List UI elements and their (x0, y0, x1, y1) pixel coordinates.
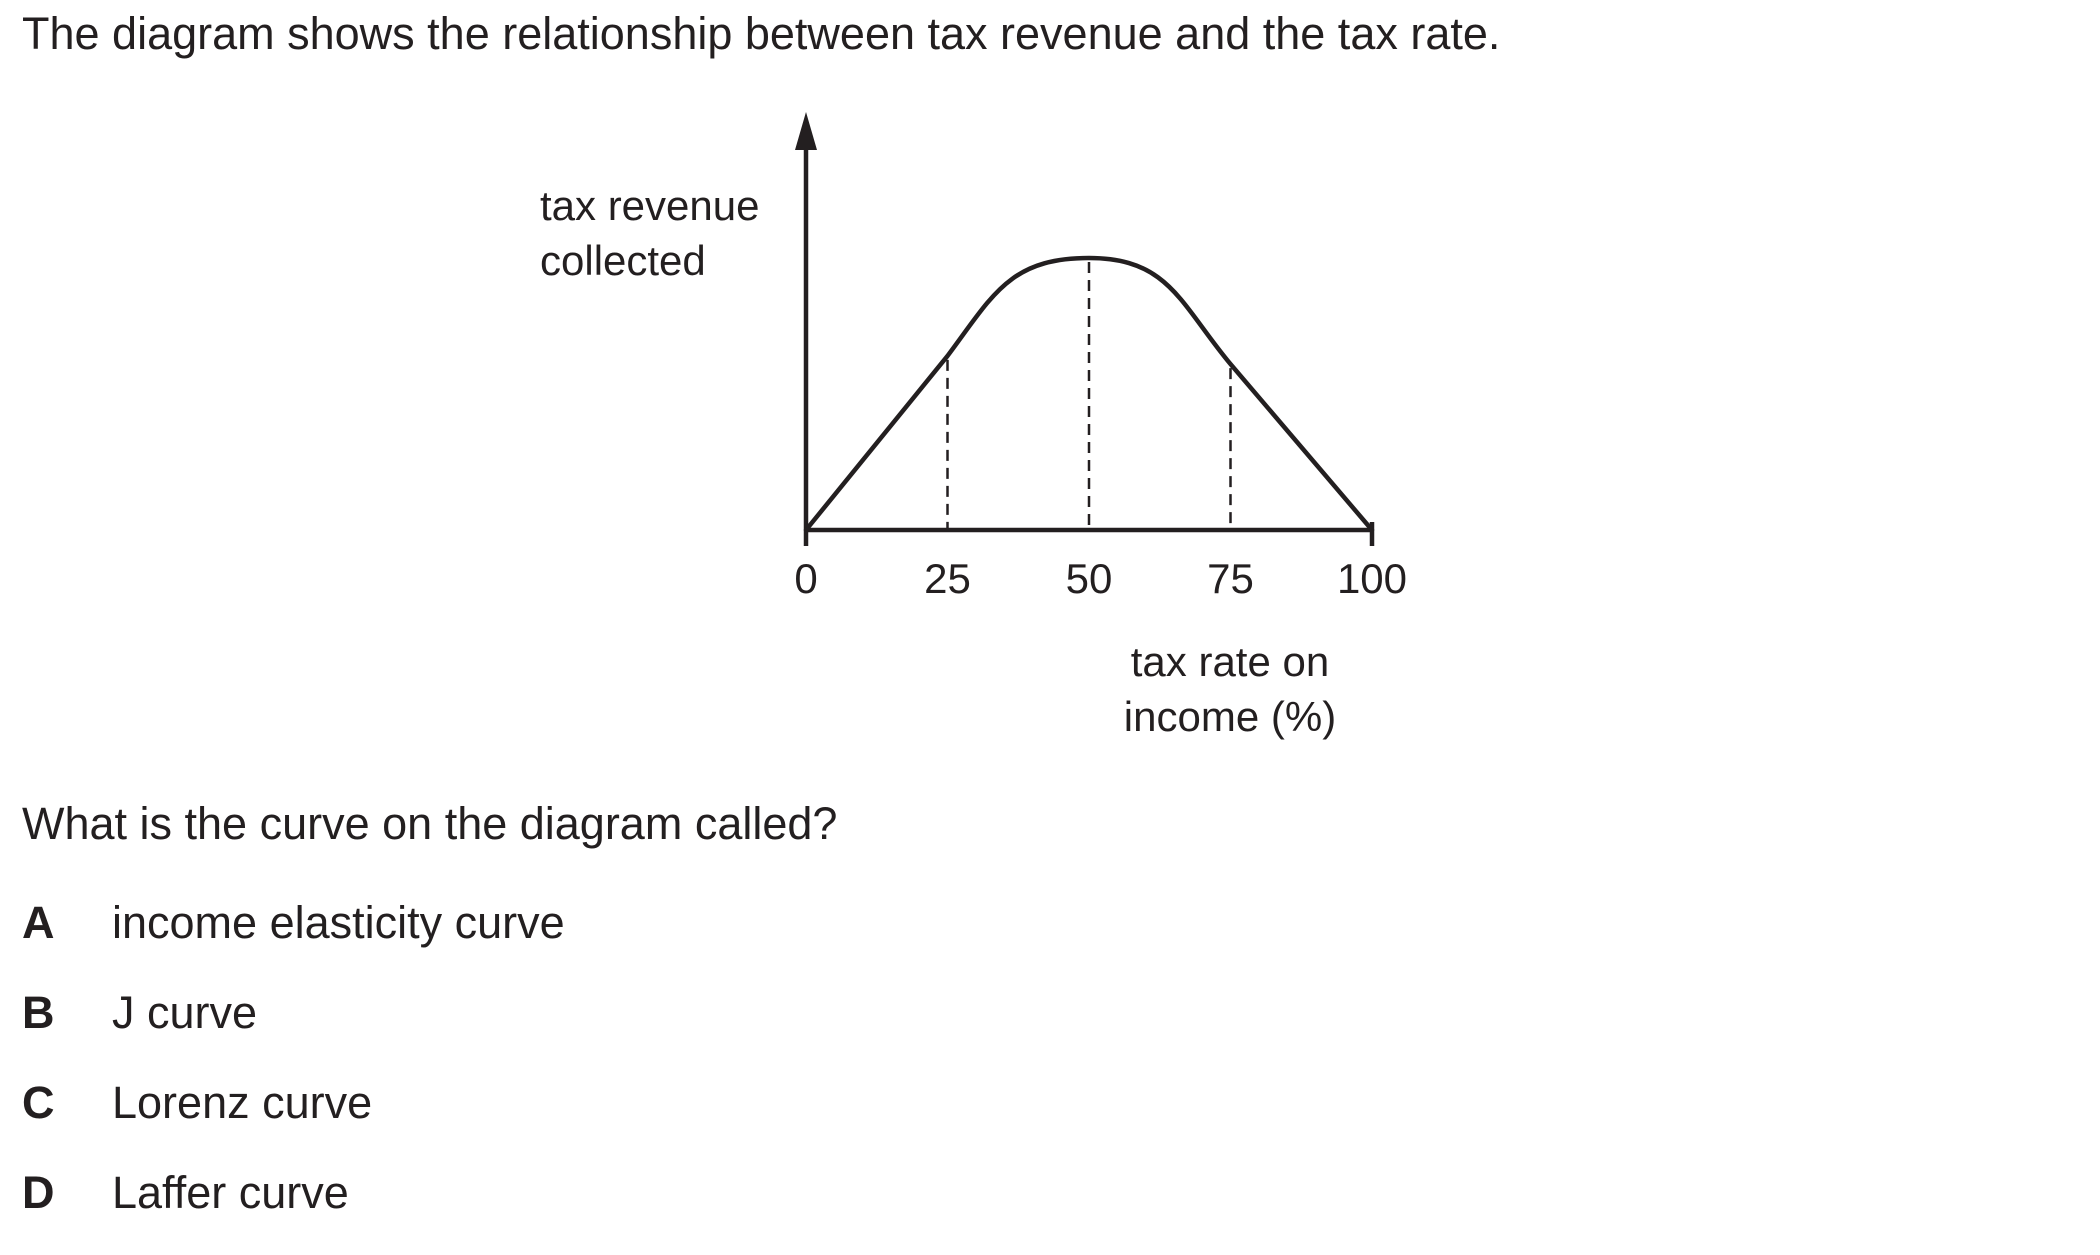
option-letter: C (22, 1077, 55, 1128)
intro-text: The diagram shows the relationship betwe… (22, 8, 1501, 59)
option-c[interactable]: C Lorenz curve (22, 1075, 565, 1165)
laffer-diagram: tax revenue collected 0 25 50 75 100 tax rat… (540, 112, 1407, 740)
x-axis-label-line-1: tax rate on (1131, 638, 1329, 685)
option-letter: D (22, 1167, 55, 1218)
tax-revenue-curve (803, 255, 1375, 533)
option-text: Lorenz curve (112, 1077, 373, 1128)
option-letter: B (22, 987, 55, 1038)
x-tick-labels: 0 25 50 75 100 (794, 555, 1407, 602)
option-d[interactable]: D Laffer curve (22, 1165, 565, 1255)
option-text: Laffer curve (112, 1167, 349, 1218)
option-b[interactable]: B J curve (22, 985, 565, 1075)
question-text: What is the curve on the diagram called? (22, 798, 838, 849)
option-text: J curve (112, 987, 258, 1038)
x-tick-label-0: 0 (794, 555, 817, 602)
option-a[interactable]: A income elasticity curve (22, 895, 565, 985)
y-axis-arrowhead (795, 112, 817, 150)
option-text: income elasticity curve (112, 897, 565, 948)
answer-options: A income elasticity curve B J curve C Lo… (22, 895, 565, 1255)
option-letter: A (22, 897, 55, 948)
x-tick-label-50: 50 (1066, 555, 1113, 602)
x-tick-label-100: 100 (1337, 555, 1407, 602)
x-tick-label-75: 75 (1207, 555, 1254, 602)
dashed-guide-lines (946, 262, 1232, 530)
y-axis-label-line-1: tax revenue (540, 182, 759, 229)
x-tick-label-25: 25 (924, 555, 971, 602)
x-axis-label-line-2: income (%) (1124, 693, 1336, 740)
y-axis-label-line-2: collected (540, 237, 706, 284)
